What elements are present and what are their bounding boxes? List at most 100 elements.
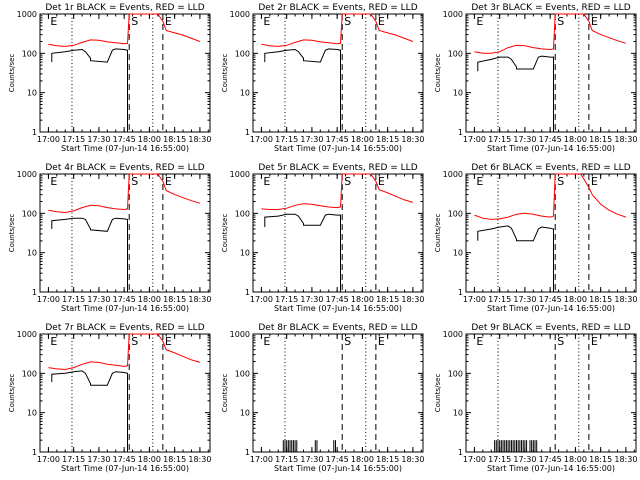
x-tick-label: 17:30 <box>87 455 110 464</box>
axes-frame <box>252 173 424 293</box>
x-tick-label: 17:45 <box>326 455 349 464</box>
x-tick-label: 18:15 <box>163 455 186 464</box>
y-tick-label: 100 <box>235 49 250 58</box>
lld-series-line <box>474 173 627 220</box>
x-tick-label: 18:15 <box>589 455 612 464</box>
y-tick-label: 1 <box>245 128 250 137</box>
x-tick-label: 18:00 <box>138 295 161 304</box>
y-tick-label: 1000 <box>230 10 250 19</box>
axes-frame <box>465 173 637 293</box>
x-tick-label: 18:30 <box>614 295 637 304</box>
x-tick-label: 17:15 <box>488 295 511 304</box>
x-axis-label: Start Time (07-Jun-14 16:55:00) <box>487 464 615 473</box>
x-tick-label: 18:30 <box>614 135 637 144</box>
x-tick-label: 17:45 <box>539 455 562 464</box>
x-tick-label: 18:30 <box>401 455 424 464</box>
interval-label: E <box>591 175 598 188</box>
y-tick-label: 10 <box>240 89 250 98</box>
x-tick-label: 17:15 <box>62 455 85 464</box>
y-axis-label: Counts/sec <box>221 54 229 93</box>
x-tick-label: 17:30 <box>300 455 323 464</box>
y-tick-label: 100 <box>448 49 463 58</box>
x-tick-label: 17:30 <box>513 135 536 144</box>
interval-label: E <box>50 335 57 348</box>
x-tick-label: 17:15 <box>62 135 85 144</box>
x-axis-label: Start Time (07-Jun-14 16:55:00) <box>274 304 402 313</box>
lld-series-line <box>261 173 414 210</box>
x-tick-label: 18:15 <box>163 135 186 144</box>
lld-series-line <box>48 333 201 371</box>
x-tick-label: 17:00 <box>463 135 486 144</box>
x-tick-label: 17:45 <box>539 135 562 144</box>
interval-label: S <box>131 15 138 28</box>
y-tick-label: 1 <box>245 448 250 457</box>
panel-det-1: Det 1r BLACK = Events, RED = LLD 1 10 100 10… <box>8 3 211 153</box>
x-tick-label: 17:00 <box>250 455 273 464</box>
panel-det-6: Det 6r BLACK = Events, RED = LLD 1 10 100 10… <box>434 163 637 313</box>
y-tick-label: 1 <box>458 288 463 297</box>
x-tick-label: 17:15 <box>275 135 298 144</box>
lld-series-line <box>474 13 627 54</box>
panel-title: Det 7r BLACK = Events, RED = LLD <box>45 323 204 333</box>
interval-label: E <box>50 15 57 28</box>
lld-series-line <box>48 173 201 214</box>
x-tick-label: 17:30 <box>87 295 110 304</box>
y-tick-label: 1 <box>32 288 37 297</box>
y-tick-label: 1 <box>245 288 250 297</box>
y-tick-label: 10 <box>240 249 250 258</box>
panel-title: Det 8r BLACK = Events, RED = LLD <box>258 323 417 333</box>
x-tick-label: 17:30 <box>513 455 536 464</box>
x-tick-label: 17:30 <box>300 295 323 304</box>
x-tick-label: 18:00 <box>138 455 161 464</box>
x-tick-label: 17:15 <box>62 295 85 304</box>
y-tick-label: 1000 <box>230 330 250 339</box>
y-tick-label: 1000 <box>443 330 463 339</box>
x-tick-label: 18:00 <box>138 135 161 144</box>
x-tick-label: 17:15 <box>275 295 298 304</box>
events-series-line <box>477 55 554 132</box>
x-axis-label: Start Time (07-Jun-14 16:55:00) <box>61 304 189 313</box>
events-series-line <box>51 217 128 292</box>
x-tick-label: 18:00 <box>564 295 587 304</box>
y-tick-label: 1000 <box>17 170 37 179</box>
axes-frame <box>465 13 637 133</box>
y-tick-label: 1000 <box>443 10 463 19</box>
y-tick-label: 10 <box>27 249 37 258</box>
y-axis-label: Counts/sec <box>434 374 442 413</box>
axes-frame <box>39 173 211 293</box>
y-tick-label: 10 <box>453 409 463 418</box>
axes-frame <box>252 333 424 453</box>
events-series-line <box>264 48 341 132</box>
y-tick-label: 100 <box>448 209 463 218</box>
panel-det-4: Det 4r BLACK = Events, RED = LLD 1 10 100 10… <box>8 163 211 313</box>
interval-label: E <box>165 175 172 188</box>
x-tick-label: 18:00 <box>351 295 374 304</box>
x-tick-label: 17:00 <box>463 455 486 464</box>
y-tick-label: 100 <box>235 369 250 378</box>
x-tick-label: 17:00 <box>250 135 273 144</box>
y-tick-label: 100 <box>235 209 250 218</box>
interval-label: E <box>50 175 57 188</box>
interval-label: E <box>476 15 483 28</box>
interval-label: E <box>263 15 270 28</box>
y-axis-label: Counts/sec <box>434 54 442 93</box>
y-axis-label: Counts/sec <box>434 214 442 253</box>
panel-det-5: Det 5r BLACK = Events, RED = LLD 1 10 100 10… <box>221 163 424 313</box>
x-tick-label: 17:30 <box>87 135 110 144</box>
panel-title: Det 1r BLACK = Events, RED = LLD <box>45 3 204 13</box>
x-tick-label: 17:45 <box>113 295 136 304</box>
y-tick-label: 10 <box>453 249 463 258</box>
x-tick-label: 18:30 <box>188 455 211 464</box>
panel-det-2: Det 2r BLACK = Events, RED = LLD 1 10 100 10… <box>221 3 424 153</box>
y-tick-label: 100 <box>22 49 37 58</box>
x-tick-label: 18:15 <box>376 135 399 144</box>
panel-title: Det 6r BLACK = Events, RED = LLD <box>471 163 630 173</box>
y-tick-label: 1000 <box>443 170 463 179</box>
x-tick-label: 17:45 <box>326 295 349 304</box>
y-tick-label: 10 <box>240 409 250 418</box>
x-tick-label: 18:00 <box>351 135 374 144</box>
x-tick-label: 17:45 <box>539 295 562 304</box>
interval-label: S <box>131 335 138 348</box>
x-tick-label: 17:30 <box>300 135 323 144</box>
axes-frame <box>39 13 211 133</box>
